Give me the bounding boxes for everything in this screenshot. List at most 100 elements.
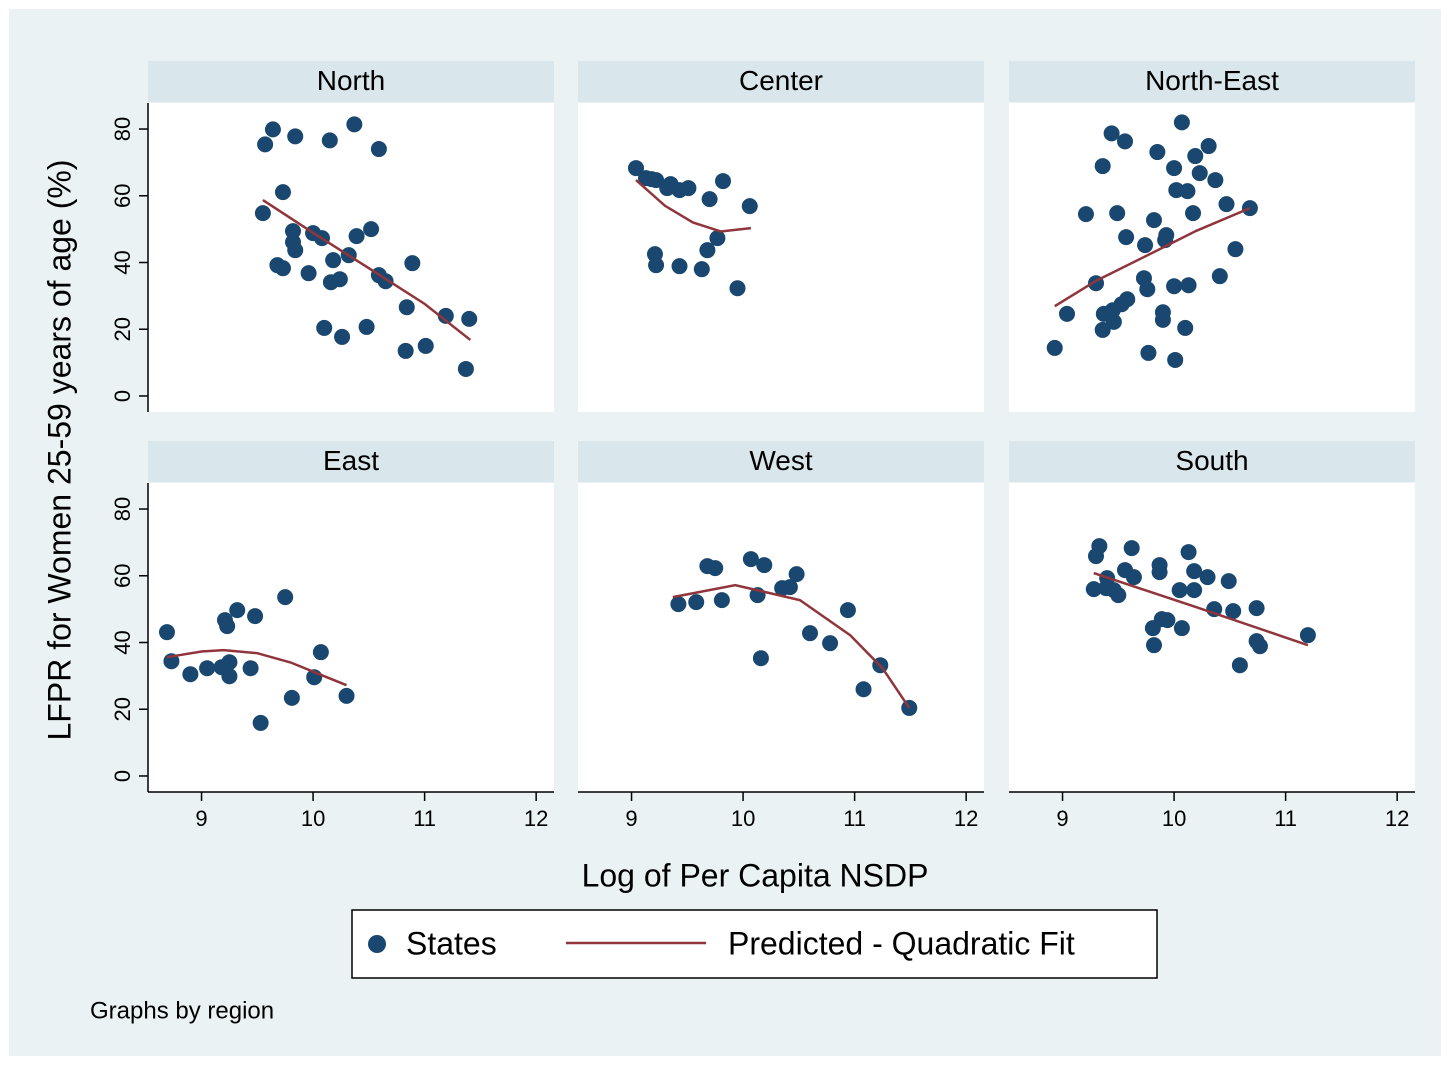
fit-line [166,648,348,687]
strip [1009,441,1415,482]
scatter-point [1109,205,1126,222]
scatter-point [752,650,769,667]
scatter-point [287,128,304,145]
scatter-point [252,714,269,731]
scatter-point [701,191,718,208]
strip [148,61,554,102]
scatter-point [1085,581,1102,598]
x-tick-label: 10 [301,806,325,831]
x-tick-label: 9 [195,806,207,831]
scatter-point [229,602,246,619]
scatter-point [1180,544,1197,561]
scatter-point [1185,205,1202,222]
scatter-point [741,198,758,215]
scatter-point [1119,291,1136,308]
scatter-point [331,271,348,288]
scatter-point [1077,206,1094,223]
scatter-point [648,257,665,274]
panel-title: North-East [1145,65,1279,96]
y-tick-label: 80 [110,497,135,521]
scatter-point [1118,229,1135,246]
y-tick-label: 0 [110,390,135,402]
scatter-point [242,660,259,677]
scatter-point [398,299,415,316]
panel-title: South [1175,445,1248,476]
panel-title: Center [739,65,823,96]
strip [578,61,984,102]
scatter-point [688,594,705,611]
scatter-point [457,360,474,377]
scatter-point [1177,319,1194,336]
scatter-point [257,136,274,153]
scatter-point [1091,538,1108,555]
panel-title: North [317,65,385,96]
scatter-point [221,668,238,685]
scatter-point [1191,165,1208,182]
y-tick-label: 20 [110,317,135,341]
scatter-point [1186,563,1203,580]
scatter-point [1186,582,1203,599]
scatter-point [325,252,342,269]
scatter-point [1154,311,1171,328]
scatter-point [671,258,688,275]
scatter-point [1251,638,1268,655]
scatter-point [1105,313,1122,330]
fit-line [1054,206,1251,308]
y-axis-title: LFPR for Women 25-59 years of age (%) [41,160,77,741]
scatter-point [1199,569,1216,586]
scatter-point [338,687,355,704]
scatter-point [358,318,375,335]
scatter-point [247,608,264,625]
y-tick-label: 20 [110,697,135,721]
panel-title: East [323,445,379,476]
x-tick-label: 10 [731,806,755,831]
strip [578,441,984,482]
x-axis-title: Log of Per Capita NSDP [582,857,929,893]
scatter-point [1158,227,1175,244]
scatter-point [312,644,329,661]
plot-region [578,103,984,412]
scatter-point [277,589,294,606]
scatter-point [839,602,856,619]
legend-label: States [406,925,497,961]
scatter-point [680,180,697,197]
plot-region [148,483,554,792]
scatter-point [1211,268,1228,285]
plot-region [1009,483,1415,792]
scatter-point [1299,627,1316,644]
legend-box [351,909,1158,979]
scatter-point [699,242,716,259]
scatter-point [283,689,300,706]
y-tick-label: 60 [110,564,135,588]
fit-line [635,179,752,233]
scatter-point [1180,277,1197,294]
legend-marker [368,935,386,953]
x-tick-label: 12 [524,806,548,831]
scatter-point [628,160,644,177]
scatter-point [1149,144,1166,161]
scatter-point [715,173,731,190]
scatter-point [1117,133,1133,150]
scatter-point [1187,148,1204,165]
scatter-point [1103,125,1120,142]
scatter-point [781,579,798,596]
scatter-point [1173,620,1190,637]
scatter-point [158,624,175,641]
scatter-point [1146,637,1162,654]
scatter-point [221,654,238,671]
scatter-point [648,172,665,189]
scatter-point [1166,278,1183,295]
scatter-point [334,328,351,345]
scatter-point [1059,305,1075,322]
scatter-point [1231,657,1248,674]
scatter-point [285,223,301,240]
scatter-point [300,265,317,282]
scatter-point [670,596,687,613]
scatter-point [348,228,365,245]
fit-line [672,583,911,709]
scatter-point [693,261,710,278]
scatter-point [370,141,387,158]
fit-line [1093,571,1309,647]
scatter-point [756,557,773,574]
